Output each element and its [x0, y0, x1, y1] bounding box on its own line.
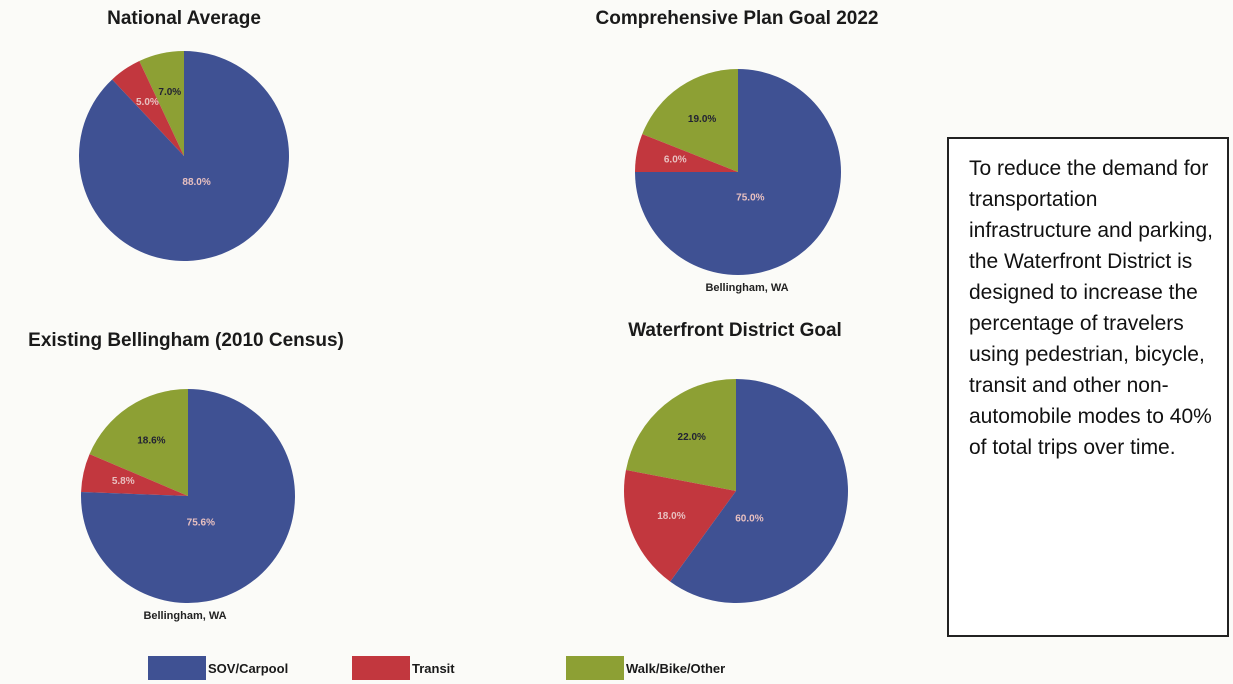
- pie-label-waterfront-district-goal-walk-bike-other: 22.0%: [678, 432, 706, 443]
- pie-label-national-average-transit: 5.0%: [136, 97, 159, 108]
- pie-slice-existing-bellingham-2010-census-transit: [81, 454, 188, 496]
- chart-title-comprehensive-plan: Comprehensive Plan Goal 2022: [595, 8, 879, 29]
- pie-label-national-average-sov-carpool: 88.0%: [182, 177, 210, 188]
- legend-item-walk: Walk/Bike/Other: [566, 656, 725, 680]
- pie-label-national-average-walk-bike-other: 7.0%: [158, 87, 181, 98]
- pie-chart-comprehensive-plan: 19.0% 6.0% 75.0%: [635, 69, 841, 275]
- pie-label-comprehensive-plan-goal-2022-sov-carpool: 75.0%: [736, 192, 764, 203]
- legend-label-transit: Transit: [412, 660, 455, 676]
- legend-label-walk: Walk/Bike/Other: [626, 660, 726, 676]
- pie-slice-comprehensive-plan-goal-2022-sov-carpool: [635, 69, 841, 275]
- chart-subcaption-existing-bellingham: Bellingham, WA: [143, 610, 227, 622]
- pie-label-comprehensive-plan-goal-2022-walk-bike-other: 19.0%: [688, 114, 716, 125]
- pie-slice-national-average-walk-bike-other: [139, 51, 184, 156]
- pie-label-existing-bellingham-2010-census-transit: 5.8%: [112, 476, 135, 487]
- pie-label-waterfront-district-goal-sov-carpool: 60.0%: [735, 514, 763, 525]
- pie-slice-waterfront-district-goal-sov-carpool: [670, 379, 848, 603]
- legend-item-sov: SOV/Carpool: [148, 656, 288, 680]
- legend-swatch-sov: [148, 656, 206, 680]
- note-text: To reduce the demand for transportation …: [969, 157, 1213, 459]
- chart-title-waterfront-district: Waterfront District Goal: [628, 320, 842, 341]
- pie-label-existing-bellingham-2010-census-walk-bike-other: 18.6%: [137, 435, 165, 446]
- legend-item-transit: Transit: [352, 656, 455, 680]
- pie-slice-existing-bellingham-2010-census-walk-bike-other: [89, 389, 188, 496]
- pie-slice-existing-bellingham-2010-census-sov-carpool: [81, 389, 295, 603]
- pie-slice-national-average-sov-carpool: [78, 51, 289, 261]
- pie-chart-waterfront-district: 22.0% 18.0% 60.0%: [624, 379, 848, 603]
- legend-swatch-walk: [566, 656, 624, 680]
- chart-subcaption-comprehensive-plan: Bellingham, WA: [705, 282, 789, 294]
- chart-title-existing-bellingham: Existing Bellingham (2010 Census): [28, 330, 344, 351]
- pie-slice-comprehensive-plan-goal-2022-walk-bike-other: [642, 69, 738, 172]
- pie-slice-waterfront-district-goal-walk-bike-other: [625, 379, 736, 491]
- pie-slice-comprehensive-plan-goal-2022-transit: [635, 134, 738, 172]
- pie-slice-waterfront-district-goal-transit: [624, 470, 736, 582]
- legend-swatch-transit: [352, 656, 410, 680]
- legend-label-sov: SOV/Carpool: [208, 660, 289, 676]
- pie-slice-national-average-transit: [112, 60, 184, 156]
- note-box: To reduce the demand for transportation …: [947, 137, 1229, 637]
- legend: SOV/Carpool Transit Walk/Bike/Other: [0, 656, 900, 684]
- pie-chart-existing-bellingham: 18.6% 5.8% 75.6%: [81, 389, 295, 603]
- chart-title-national-average: National Average: [107, 8, 261, 29]
- pie-label-waterfront-district-goal-transit: 18.0%: [657, 511, 685, 522]
- pie-label-existing-bellingham-2010-census-sov-carpool: 75.6%: [187, 517, 215, 528]
- pie-label-comprehensive-plan-goal-2022-transit: 6.0%: [664, 155, 687, 166]
- pie-chart-national-average: 7.0%5.0% 88.0%: [78, 51, 289, 261]
